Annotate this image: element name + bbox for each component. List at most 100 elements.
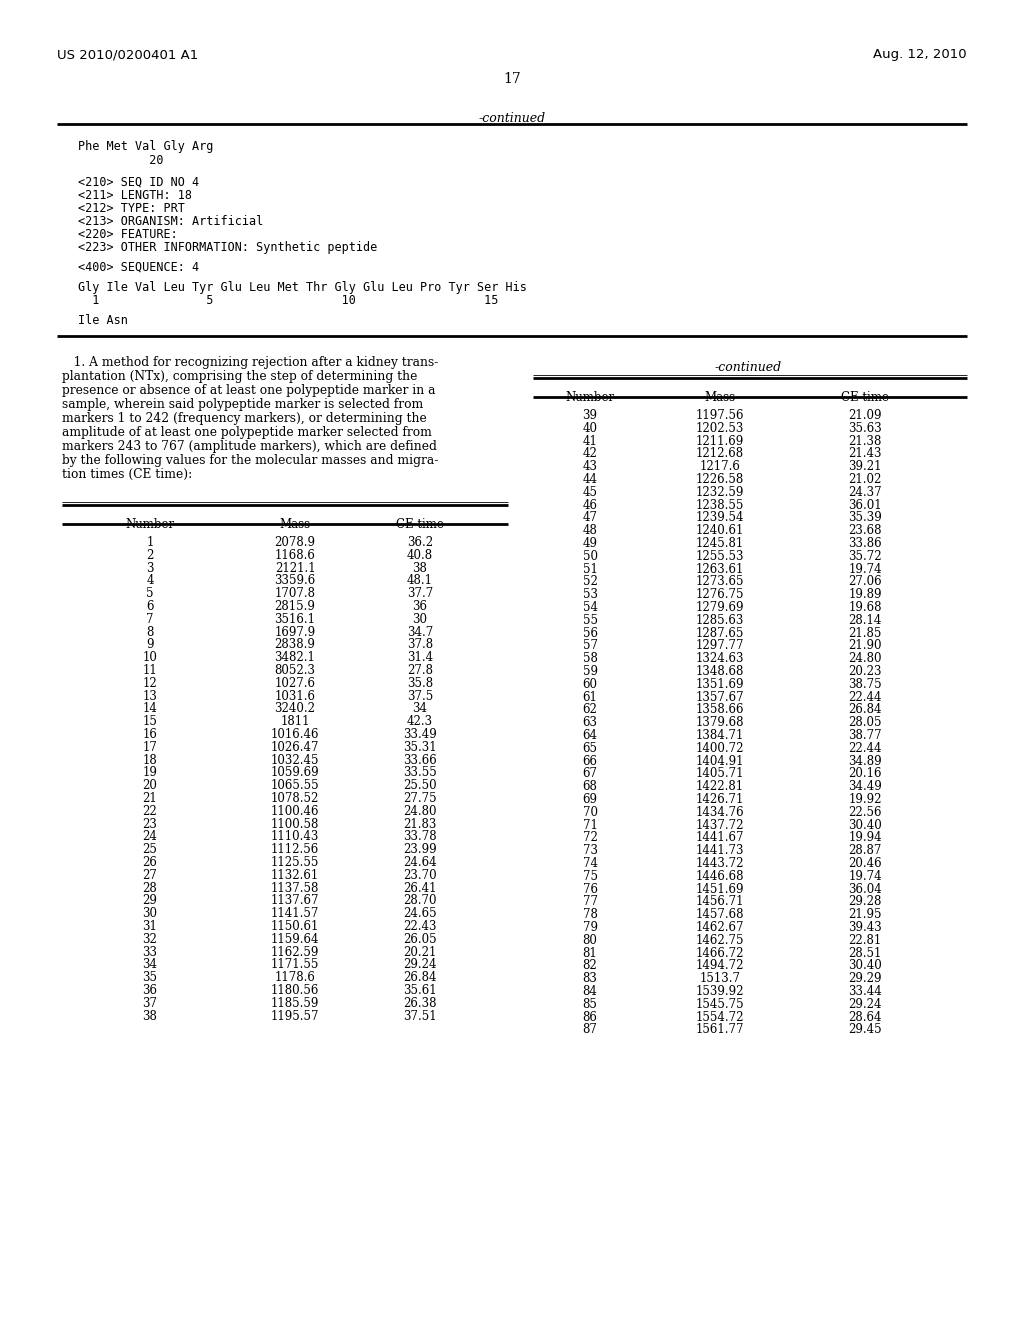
Text: 1437.72: 1437.72 xyxy=(695,818,744,832)
Text: presence or absence of at least one polypeptide marker in a: presence or absence of at least one poly… xyxy=(62,384,435,397)
Text: 1212.68: 1212.68 xyxy=(696,447,744,461)
Text: 6: 6 xyxy=(146,601,154,612)
Text: 1279.69: 1279.69 xyxy=(695,601,744,614)
Text: 35.8: 35.8 xyxy=(407,677,433,690)
Text: 22.56: 22.56 xyxy=(848,805,882,818)
Text: 21.83: 21.83 xyxy=(403,817,436,830)
Text: 13: 13 xyxy=(142,689,158,702)
Text: 1285.63: 1285.63 xyxy=(696,614,744,627)
Text: <212> TYPE: PRT: <212> TYPE: PRT xyxy=(78,202,185,215)
Text: 25.50: 25.50 xyxy=(403,779,437,792)
Text: 4: 4 xyxy=(146,574,154,587)
Text: 7: 7 xyxy=(146,612,154,626)
Text: 39.43: 39.43 xyxy=(848,921,882,935)
Text: 20.46: 20.46 xyxy=(848,857,882,870)
Text: 33.44: 33.44 xyxy=(848,985,882,998)
Text: 30.40: 30.40 xyxy=(848,818,882,832)
Text: 1255.53: 1255.53 xyxy=(695,550,744,562)
Text: 24.80: 24.80 xyxy=(848,652,882,665)
Text: 47: 47 xyxy=(583,511,597,524)
Text: 1195.57: 1195.57 xyxy=(270,1010,319,1023)
Text: 30: 30 xyxy=(413,612,427,626)
Text: markers 243 to 767 (amplitude markers), which are defined: markers 243 to 767 (amplitude markers), … xyxy=(62,440,437,453)
Text: 39: 39 xyxy=(583,409,597,422)
Text: 34: 34 xyxy=(142,958,158,972)
Text: 1137.58: 1137.58 xyxy=(270,882,319,895)
Text: 34.49: 34.49 xyxy=(848,780,882,793)
Text: 23.99: 23.99 xyxy=(403,843,437,857)
Text: <400> SEQUENCE: 4: <400> SEQUENCE: 4 xyxy=(78,261,199,275)
Text: CE time: CE time xyxy=(841,391,889,404)
Text: 78: 78 xyxy=(583,908,597,921)
Text: 1197.56: 1197.56 xyxy=(695,409,744,422)
Text: 1263.61: 1263.61 xyxy=(696,562,744,576)
Text: 28.70: 28.70 xyxy=(403,895,437,907)
Text: 1379.68: 1379.68 xyxy=(695,717,744,729)
Text: 1494.72: 1494.72 xyxy=(695,960,744,973)
Text: 42: 42 xyxy=(583,447,597,461)
Text: 37: 37 xyxy=(142,997,158,1010)
Text: 24: 24 xyxy=(142,830,158,843)
Text: 1112.56: 1112.56 xyxy=(271,843,319,857)
Text: 1132.61: 1132.61 xyxy=(271,869,319,882)
Text: 1513.7: 1513.7 xyxy=(699,973,740,985)
Text: 44: 44 xyxy=(583,473,597,486)
Text: 3516.1: 3516.1 xyxy=(274,612,315,626)
Text: Number: Number xyxy=(125,517,174,531)
Text: 21.85: 21.85 xyxy=(848,627,882,640)
Text: 28: 28 xyxy=(142,882,158,895)
Text: 22.44: 22.44 xyxy=(848,742,882,755)
Text: 17: 17 xyxy=(503,73,521,86)
Text: 19.74: 19.74 xyxy=(848,870,882,883)
Text: 1441.73: 1441.73 xyxy=(695,845,744,857)
Text: 29.29: 29.29 xyxy=(848,973,882,985)
Text: 38.77: 38.77 xyxy=(848,729,882,742)
Text: 1159.64: 1159.64 xyxy=(270,933,319,946)
Text: 36.01: 36.01 xyxy=(848,499,882,512)
Text: 22.81: 22.81 xyxy=(848,933,882,946)
Text: 12: 12 xyxy=(142,677,158,690)
Text: sample, wherein said polypeptide marker is selected from: sample, wherein said polypeptide marker … xyxy=(62,399,423,411)
Text: 36: 36 xyxy=(142,983,158,997)
Text: 59: 59 xyxy=(583,665,597,678)
Text: 19.74: 19.74 xyxy=(848,562,882,576)
Text: 1466.72: 1466.72 xyxy=(695,946,744,960)
Text: US 2010/0200401 A1: US 2010/0200401 A1 xyxy=(57,48,199,61)
Text: 56: 56 xyxy=(583,627,597,640)
Text: 1239.54: 1239.54 xyxy=(695,511,744,524)
Text: 18: 18 xyxy=(142,754,158,767)
Text: Mass: Mass xyxy=(705,391,735,404)
Text: 1232.59: 1232.59 xyxy=(696,486,744,499)
Text: 67: 67 xyxy=(583,767,597,780)
Text: 2: 2 xyxy=(146,549,154,562)
Text: 24.64: 24.64 xyxy=(403,855,437,869)
Text: 31.4: 31.4 xyxy=(407,651,433,664)
Text: 33.86: 33.86 xyxy=(848,537,882,550)
Text: 1405.71: 1405.71 xyxy=(695,767,744,780)
Text: 74: 74 xyxy=(583,857,597,870)
Text: 85: 85 xyxy=(583,998,597,1011)
Text: 38: 38 xyxy=(142,1010,158,1023)
Text: 1457.68: 1457.68 xyxy=(695,908,744,921)
Text: 61: 61 xyxy=(583,690,597,704)
Text: 3: 3 xyxy=(146,561,154,574)
Text: 27.06: 27.06 xyxy=(848,576,882,589)
Text: 1211.69: 1211.69 xyxy=(696,434,744,447)
Text: 46: 46 xyxy=(583,499,597,512)
Text: 1238.55: 1238.55 xyxy=(696,499,744,512)
Text: 37.51: 37.51 xyxy=(403,1010,437,1023)
Text: 29.24: 29.24 xyxy=(848,998,882,1011)
Text: 1697.9: 1697.9 xyxy=(274,626,315,639)
Text: 1324.63: 1324.63 xyxy=(695,652,744,665)
Text: 20.16: 20.16 xyxy=(848,767,882,780)
Text: 22.43: 22.43 xyxy=(403,920,437,933)
Text: 65: 65 xyxy=(583,742,597,755)
Text: 2078.9: 2078.9 xyxy=(274,536,315,549)
Text: 32: 32 xyxy=(142,933,158,946)
Text: Gly Ile Val Leu Tyr Glu Leu Met Thr Gly Glu Leu Pro Tyr Ser His: Gly Ile Val Leu Tyr Glu Leu Met Thr Gly … xyxy=(78,281,527,294)
Text: <220> FEATURE:: <220> FEATURE: xyxy=(78,228,178,242)
Text: 62: 62 xyxy=(583,704,597,717)
Text: 34.7: 34.7 xyxy=(407,626,433,639)
Text: tion times (CE time):: tion times (CE time): xyxy=(62,469,193,480)
Text: 80: 80 xyxy=(583,933,597,946)
